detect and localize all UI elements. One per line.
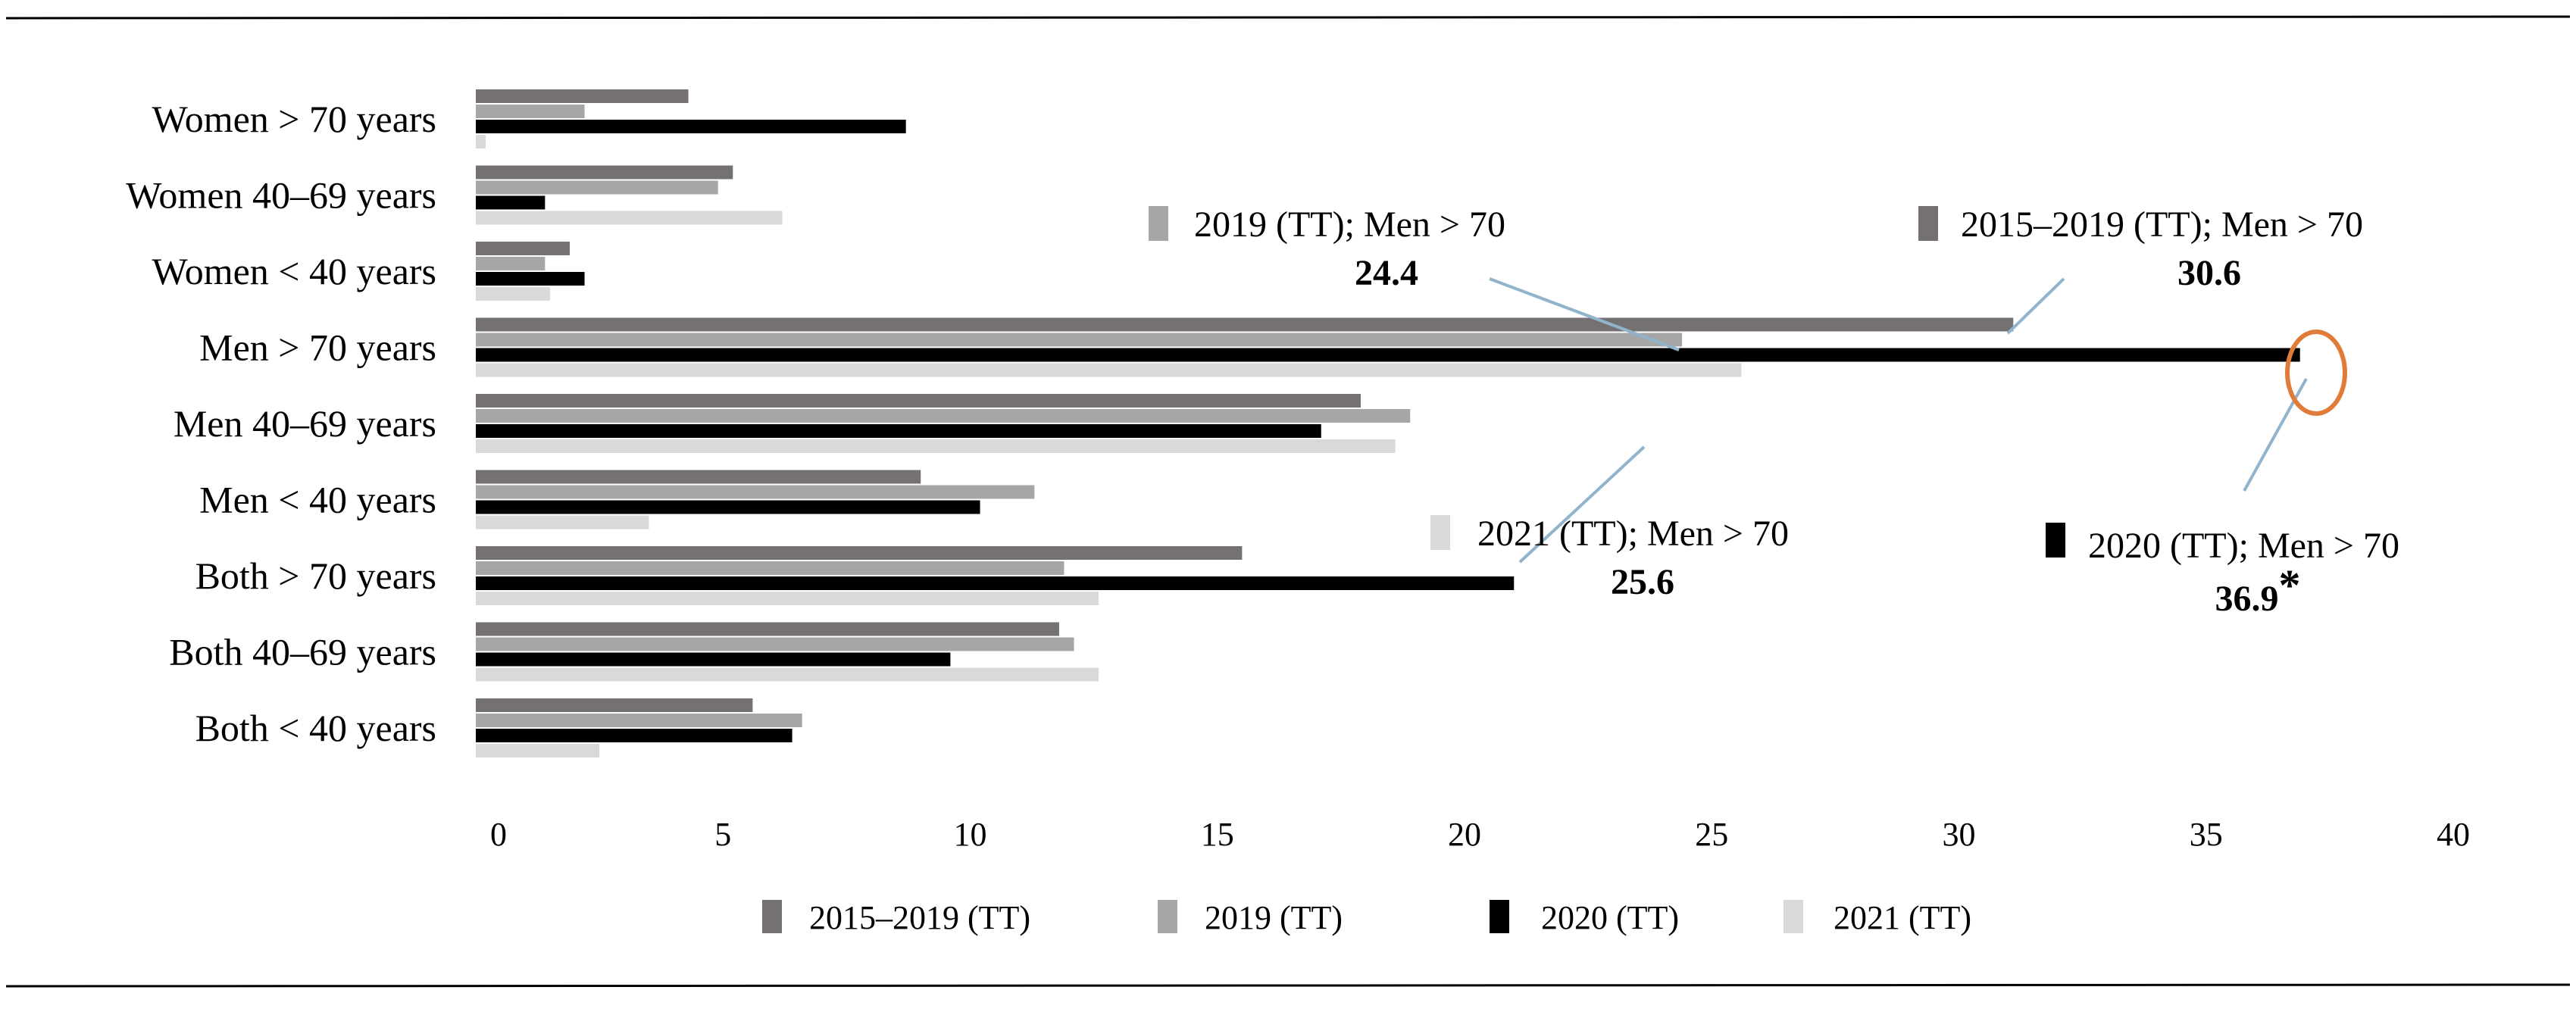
callout-swatch [2046,523,2065,558]
bar [476,211,783,225]
bar [476,272,585,286]
category-label: Women 40–69 years [126,174,436,217]
bar [476,729,792,742]
x-tick-label: 5 [714,816,731,853]
callout-swatch [1430,515,1450,550]
bar [476,180,718,195]
x-tick-label: 35 [2190,816,2223,853]
category-label: Both > 70 years [195,554,436,597]
callout-value: 24.4 [1355,253,1418,293]
category-labels: Women > 70 years Women 40–69 years Women <… [126,98,436,749]
category-label: Men 40–69 years [174,402,436,445]
category-label: Both < 40 years [195,707,436,749]
bar [476,165,733,180]
callout-label: 2021 (TT); Men > 70 [1477,514,1789,554]
bar [476,195,546,210]
x-tick-label: 30 [1943,816,1976,853]
callout-label: 2020 (TT); Men > 70 [2088,526,2399,566]
bar [476,135,486,148]
bar [476,561,1064,575]
bar [476,317,2014,332]
significance-marker: * [2279,561,2301,610]
legend-item-2019: 2019 (TT) [1158,899,1343,936]
bar [476,89,689,103]
bar [476,424,1321,438]
leader-line [1518,445,1646,564]
highlight-circle [2285,330,2347,416]
bar [476,622,1059,636]
bar [476,592,1099,605]
callout-value: 25.6 [1611,562,1674,602]
x-tick-label: 10 [954,816,987,853]
leader-line [2006,277,2065,335]
x-axis-tick-labels: 0 5 10 15 20 25 30 35 40 [490,816,2470,853]
bar [476,439,1396,453]
legend-label: 2019 (TT) [1205,899,1343,936]
x-tick-label: 15 [1201,816,1234,853]
callout-leader-lines [1489,277,2308,564]
category-label: Both 40–69 years [169,631,436,673]
legend-item-2021: 2021 (TT) [1784,899,1971,936]
category-label: Men < 40 years [199,479,436,521]
category-label: Women < 40 years [152,250,436,292]
x-tick-label: 25 [1695,816,1728,853]
bar [476,485,1035,499]
callout-value: 36.9* [2215,561,2301,619]
legend-label: 2020 (TT) [1541,899,1679,936]
x-tick-label: 20 [1448,816,1481,853]
bar [476,257,546,270]
bar [476,242,570,255]
callout-2019-men-70: 2019 (TT); Men > 70 24.4 [1149,205,1505,293]
callout-value-number: 36.9 [2215,579,2279,619]
category-label: Men > 70 years [199,326,436,369]
legend-item-2020: 2020 (TT) [1490,899,1679,936]
bar [476,637,1074,651]
legend-swatch [1784,900,1803,933]
bar [476,576,1515,590]
bar [476,287,550,301]
callout-2021-men-70: 2021 (TT); Men > 70 25.6 [1430,514,1789,602]
callout-2020-men-70: 2020 (TT); Men > 70 36.9* [2046,523,2399,619]
bar [476,652,951,667]
callout-value: 30.6 [2177,253,2241,293]
legend-item-2015-2019: 2015–2019 (TT) [762,899,1030,936]
leader-line [1489,277,1680,351]
bottom-rule [5,983,2571,988]
callout-label: 2015–2019 (TT); Men > 70 [1961,205,2363,245]
x-tick-label: 0 [490,816,507,853]
bar [476,105,585,118]
bar [476,546,1243,560]
bar [476,348,2300,362]
bar [476,470,921,484]
bars [476,89,2300,757]
top-rule [5,15,2571,20]
legend: 2015–2019 (TT) 2019 (TT) 2020 (TT) 2021 … [762,899,1971,936]
bar [476,714,802,727]
callout-swatch [1918,206,1938,241]
bar [476,744,600,757]
leader-line [2243,378,2308,492]
legend-swatch [1158,900,1177,933]
x-tick-label: 40 [2437,816,2470,853]
bar [476,500,980,514]
legend-label: 2015–2019 (TT) [809,899,1030,936]
callout-2015-2019-men-70: 2015–2019 (TT); Men > 70 30.6 [1918,205,2363,293]
bar [476,363,1742,377]
callout-label: 2019 (TT); Men > 70 [1194,205,1505,245]
bar [476,515,649,529]
bar [476,333,1683,347]
bar [476,667,1099,682]
callout-swatch [1149,206,1168,241]
bar [476,409,1411,423]
legend-label: 2021 (TT) [1834,899,1971,936]
category-label: Women > 70 years [152,98,436,140]
legend-swatch [1490,900,1509,933]
bar [476,698,753,712]
bar [476,120,906,133]
legend-swatch [762,900,782,933]
bar [476,394,1361,408]
